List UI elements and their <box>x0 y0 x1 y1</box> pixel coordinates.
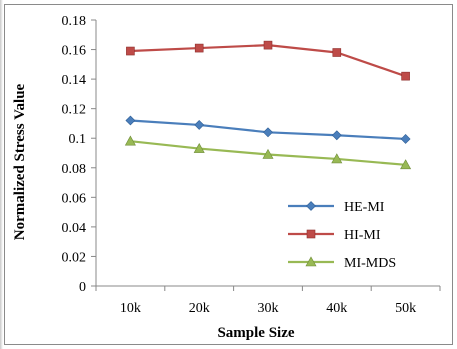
data-point <box>262 148 274 159</box>
y-tick-label: 0.02 <box>62 250 87 265</box>
x-tick-label: 50k <box>395 301 416 316</box>
legend: HE-MI HI-MI MI-MDS <box>288 200 396 271</box>
x-axis-title: Sample Size <box>217 325 294 341</box>
data-point <box>124 135 136 146</box>
legend-label: HI-MI <box>344 228 381 243</box>
x-tick-label: 30k <box>258 301 279 316</box>
data-point <box>194 43 204 53</box>
series-he-mi <box>125 115 411 144</box>
legend-label: MI-MDS <box>344 256 396 271</box>
y-tick-label: 0.04 <box>62 221 87 236</box>
x-axis: 10k 20k 30k 40k 50k <box>95 285 441 316</box>
legend-marker <box>306 201 316 211</box>
y-tick-label: 0.08 <box>62 162 87 177</box>
y-tick-label: 0 <box>79 280 86 295</box>
legend-item: MI-MDS <box>288 256 396 271</box>
data-point <box>400 159 412 170</box>
y-tick-label: 0.06 <box>62 191 87 206</box>
y-axis: 0 0.02 0.04 0.06 0.08 0.1 0.12 0.14 0.16 0.18 <box>62 14 97 295</box>
legend-item: HE-MI <box>288 200 385 215</box>
y-tick-label: 0.16 <box>62 44 87 59</box>
y-axis-title: Normalized Stress Value <box>12 83 28 240</box>
x-tick-label: 10k <box>120 301 141 316</box>
data-point <box>194 119 205 130</box>
legend-marker <box>306 229 316 239</box>
data-point <box>400 134 411 144</box>
data-point <box>263 127 273 138</box>
y-tick-label: 0.14 <box>62 73 87 88</box>
data-point <box>126 46 135 56</box>
legend-marker <box>305 256 317 267</box>
page-edge-shadow <box>0 0 3 349</box>
data-point <box>332 48 342 57</box>
y-tick-label: 0.12 <box>62 103 87 118</box>
data-point <box>263 40 273 50</box>
x-tick-label: 20k <box>189 301 210 316</box>
x-tick-label: 40k <box>326 301 347 316</box>
data-point <box>193 142 205 153</box>
chart-frame <box>4 4 453 345</box>
data-point <box>331 130 342 141</box>
series-mi-mds <box>124 135 412 170</box>
data-point <box>331 153 343 164</box>
data-point <box>401 71 410 81</box>
y-tick-label: 0.1 <box>69 132 87 147</box>
data-point <box>125 115 136 126</box>
series-line <box>130 44 406 78</box>
y-tick-label: 0.18 <box>62 14 87 29</box>
series-layer <box>124 40 412 170</box>
legend-item: HI-MI <box>288 228 381 243</box>
legend-label: HE-MI <box>344 200 385 215</box>
series-hi-mi <box>126 40 410 81</box>
